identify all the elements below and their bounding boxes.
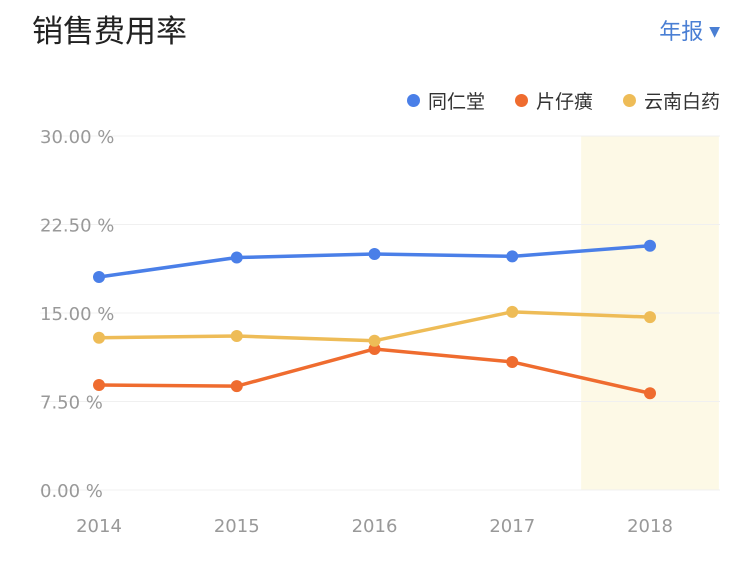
data-point bbox=[368, 334, 381, 347]
series-line bbox=[98, 347, 651, 395]
chart-title: 销售费用率 bbox=[32, 14, 187, 50]
y-tick-label: 22.50 % bbox=[40, 216, 114, 237]
data-point bbox=[93, 271, 105, 284]
data-point bbox=[644, 387, 656, 400]
data-point bbox=[368, 248, 381, 260]
legend-item[interactable]: 云南白药 bbox=[622, 87, 720, 114]
data-point bbox=[93, 331, 105, 344]
data-point bbox=[506, 250, 519, 263]
period-selector[interactable]: 年报 ▼ bbox=[659, 14, 720, 46]
data-point bbox=[506, 355, 519, 368]
legend-dot bbox=[406, 94, 420, 107]
x-tick-label: 2016 bbox=[352, 516, 398, 537]
legend-dot bbox=[514, 94, 528, 107]
data-point bbox=[230, 251, 243, 264]
data-point bbox=[506, 305, 519, 318]
data-point bbox=[230, 330, 243, 343]
legend-item[interactable]: 片仔癀 bbox=[514, 87, 593, 114]
legend: 同仁堂 片仔癀 云南白药 bbox=[406, 87, 720, 114]
data-point bbox=[644, 239, 656, 252]
x-tick-label: 2018 bbox=[627, 516, 673, 537]
data-point bbox=[93, 378, 105, 391]
legend-label: 片仔癀 bbox=[535, 91, 593, 113]
y-tick-label: 30.00 % bbox=[40, 127, 114, 148]
data-point bbox=[368, 342, 381, 355]
data-point bbox=[644, 311, 656, 324]
data-point bbox=[230, 380, 243, 393]
y-tick-label: 15.00 % bbox=[40, 304, 114, 325]
legend-item[interactable]: 同仁堂 bbox=[406, 87, 485, 114]
x-tick-label: 2015 bbox=[214, 516, 260, 537]
caret-down-icon: ▼ bbox=[709, 24, 720, 40]
x-tick-label: 2017 bbox=[489, 516, 535, 537]
x-tick-label: 2014 bbox=[76, 516, 122, 537]
legend-label: 云南白药 bbox=[643, 91, 720, 113]
y-tick-label: 7.50 % bbox=[40, 393, 103, 414]
y-tick-label: 0.00 % bbox=[40, 481, 103, 502]
period-label: 年报 bbox=[659, 20, 704, 45]
legend-dot bbox=[622, 94, 636, 107]
legend-label: 同仁堂 bbox=[427, 91, 485, 113]
